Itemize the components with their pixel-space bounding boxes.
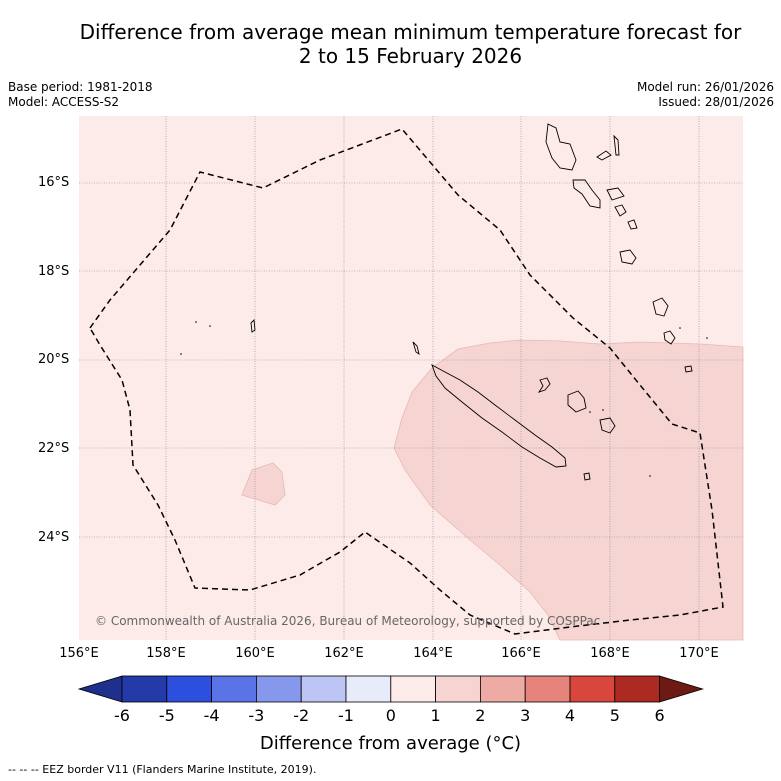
- colorbar-tick-label: 0: [385, 706, 396, 725]
- erromango-island: [652, 297, 669, 317]
- lat-label-16s: 16°S: [38, 175, 70, 190]
- malakula-island: [572, 179, 601, 209]
- title-line-1: Difference from average mean minimum tem…: [79, 20, 742, 44]
- colorbar-band: [390, 675, 436, 703]
- lon-label-160e: 160°E: [235, 646, 275, 661]
- lat-label-18s: 18°S: [38, 264, 70, 279]
- colorbar-band: [166, 675, 213, 703]
- colorbar-tick-label: 3: [520, 706, 531, 725]
- colorbar-tick-label: -1: [338, 706, 354, 725]
- colorbar-tick-label: -2: [293, 706, 310, 725]
- lon-label-156e: 156°E: [59, 646, 99, 661]
- pentecost-island: [606, 187, 625, 201]
- issued-date: Issued: 28/01/2026: [658, 95, 774, 109]
- footnote: -- -- -- EEZ border V11 (Flanders Marine…: [8, 763, 317, 776]
- colorbar-tick-label: 2: [475, 706, 486, 725]
- model-run: Model run: 26/01/2026: [636, 80, 774, 94]
- model-name: Model: ACCESS-S2: [8, 95, 120, 109]
- colorbar-tick-label: 1: [430, 706, 441, 725]
- colorbar-band: [524, 675, 571, 703]
- copyright-notice: © Commonwealth of Australia 2026, Bureau…: [95, 614, 601, 628]
- shepherd-islands: [627, 219, 638, 230]
- espiritu-santo-island: [545, 123, 577, 171]
- colorbar-tick-label: 5: [609, 706, 620, 725]
- lat-label-22s: 22°S: [38, 441, 70, 456]
- meta-left: Base period: 1981-2018 Model: ACCESS-S2: [8, 80, 153, 110]
- anomaly-region-1-2: [393, 339, 744, 641]
- lat-label-24s: 24°S: [38, 530, 70, 545]
- colorbar-tick-label: -3: [248, 706, 265, 725]
- chart-title: Difference from average mean minimum tem…: [40, 20, 781, 68]
- maewo-island: [613, 134, 620, 156]
- colorbar: [77, 675, 704, 703]
- lifou-island: [567, 390, 587, 413]
- epi-island: [614, 204, 627, 217]
- mare-island: [599, 417, 616, 434]
- anomaly-region-small: [241, 462, 286, 506]
- title-line-2: 2 to 15 February 2026: [298, 44, 523, 68]
- aneityum-island: [684, 365, 693, 373]
- colorbar-band: [121, 675, 168, 703]
- colorbar-extend-low: [77, 675, 123, 703]
- base-period: Base period: 1981-2018: [8, 80, 153, 94]
- rennell-island: [250, 319, 256, 333]
- meta-right: Model run: 26/01/2026 Issued: 28/01/2026: [637, 80, 774, 110]
- colorbar-band: [614, 675, 660, 703]
- lon-label-162e: 162°E: [324, 646, 364, 661]
- colorbar-band: [300, 675, 347, 703]
- ouvea-island: [537, 377, 551, 393]
- lon-label-168e: 168°E: [590, 646, 630, 661]
- colorbar-tick-label: -4: [203, 706, 220, 725]
- lat-label-20s: 20°S: [38, 352, 70, 367]
- new-caledonia-island: [431, 364, 567, 468]
- colorbar-band: [211, 675, 257, 703]
- ambae-island: [596, 150, 612, 161]
- colorbar-extend-high: [659, 675, 704, 703]
- colorbar-tick-label: -5: [158, 706, 175, 725]
- lon-label-164e: 164°E: [413, 646, 453, 661]
- tanna-island: [663, 330, 676, 345]
- colorbar-tick-label: 4: [564, 706, 576, 725]
- isle-of-pines: [583, 472, 591, 481]
- colorbar-band: [569, 675, 616, 703]
- gridlines: [79, 116, 743, 640]
- efate-island: [619, 249, 637, 265]
- colorbar-tick-label: -6: [114, 706, 130, 725]
- eez-border: [89, 128, 724, 635]
- colorbar-tick-label: 6: [654, 706, 665, 725]
- colorbar-band: [479, 675, 526, 703]
- small-islets: [180, 321, 708, 477]
- belep-islands: [412, 341, 420, 356]
- colorbar-band: [345, 675, 392, 703]
- colorbar-band: [435, 675, 481, 703]
- lon-label-170e: 170°E: [679, 646, 719, 661]
- lon-label-158e: 158°E: [146, 646, 186, 661]
- colorbar-title: Difference from average (°C): [259, 733, 522, 754]
- lon-label-166e: 166°E: [501, 646, 541, 661]
- colorbar-band: [255, 675, 302, 703]
